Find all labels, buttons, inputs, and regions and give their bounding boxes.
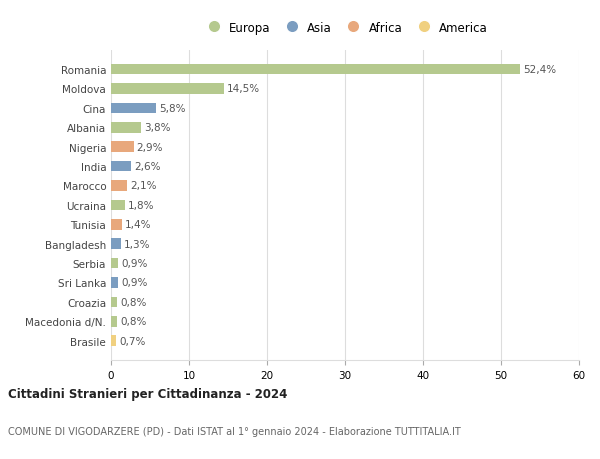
Bar	[111, 65, 520, 75]
Bar	[111, 162, 131, 172]
Text: 3,8%: 3,8%	[144, 123, 170, 133]
Legend: Europa, Asia, Africa, America: Europa, Asia, Africa, America	[200, 19, 490, 37]
Text: 0,8%: 0,8%	[121, 317, 147, 326]
Text: 2,6%: 2,6%	[134, 162, 161, 172]
Text: Cittadini Stranieri per Cittadinanza - 2024: Cittadini Stranieri per Cittadinanza - 2…	[8, 387, 287, 400]
Bar	[111, 316, 117, 327]
Bar	[111, 258, 118, 269]
Text: 1,3%: 1,3%	[124, 239, 151, 249]
Text: 52,4%: 52,4%	[523, 65, 556, 75]
Text: 0,9%: 0,9%	[121, 278, 148, 288]
Bar	[111, 239, 121, 249]
Text: COMUNE DI VIGODARZERE (PD) - Dati ISTAT al 1° gennaio 2024 - Elaborazione TUTTIT: COMUNE DI VIGODARZERE (PD) - Dati ISTAT …	[8, 426, 461, 436]
Text: 1,8%: 1,8%	[128, 201, 155, 210]
Text: 0,9%: 0,9%	[121, 258, 148, 269]
Text: 14,5%: 14,5%	[227, 84, 260, 94]
Bar	[111, 142, 134, 153]
Bar	[111, 103, 156, 114]
Text: 5,8%: 5,8%	[160, 104, 186, 113]
Text: 1,4%: 1,4%	[125, 220, 152, 230]
Text: 2,1%: 2,1%	[131, 181, 157, 191]
Text: 0,7%: 0,7%	[119, 336, 146, 346]
Bar	[111, 123, 140, 133]
Text: 0,8%: 0,8%	[121, 297, 147, 307]
Bar	[111, 200, 125, 211]
Bar	[111, 219, 122, 230]
Bar	[111, 181, 127, 191]
Bar	[111, 278, 118, 288]
Bar	[111, 84, 224, 95]
Text: 2,9%: 2,9%	[137, 142, 163, 152]
Bar	[111, 297, 117, 308]
Bar	[111, 336, 116, 346]
